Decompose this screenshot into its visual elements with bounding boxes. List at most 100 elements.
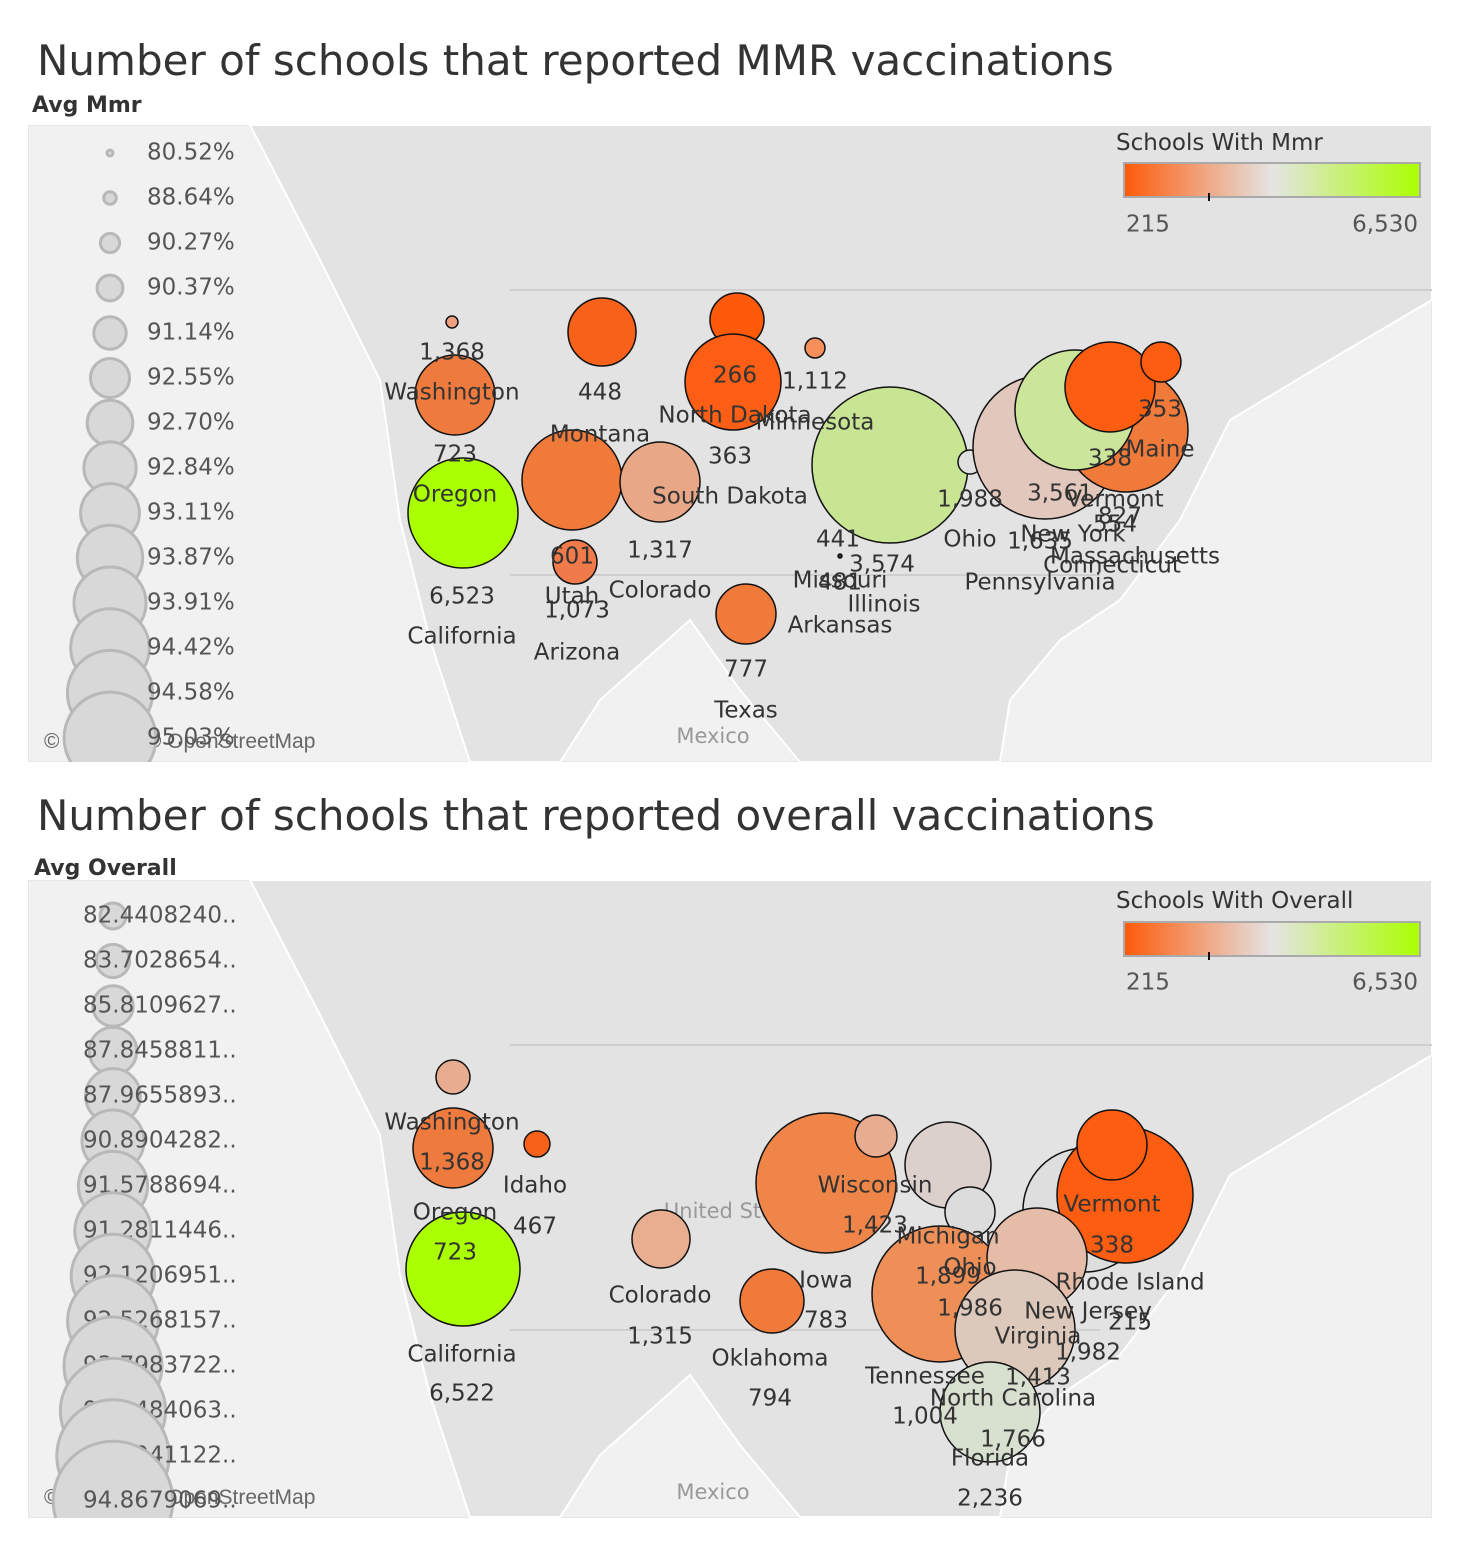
map-label: Florida <box>951 1446 1029 1472</box>
map-label: Missouri <box>793 568 888 594</box>
bubble <box>523 1130 551 1158</box>
color-legend-bar <box>1123 162 1421 198</box>
map-label: Iowa <box>799 1268 853 1294</box>
color-legend-max: 6,530 <box>1352 212 1418 238</box>
place-name: Mexico <box>676 724 749 748</box>
map-label: 554 <box>1093 512 1137 538</box>
color-legend-title: Schools With Overall <box>1116 888 1353 914</box>
map-label: New Jersey <box>1024 1299 1152 1325</box>
color-legend-title: Schools With Mmr <box>1116 130 1323 156</box>
map-label: 3,574 <box>849 552 915 578</box>
map-label: Idaho <box>503 1173 567 1199</box>
bubble <box>739 1268 805 1334</box>
map-label: 601 <box>550 544 594 570</box>
bubble <box>1076 1109 1148 1181</box>
size-legend-label: 87.8458811.. <box>83 1038 237 1064</box>
map-label: 266 <box>713 363 757 389</box>
map-label: 338 <box>1090 1233 1134 1259</box>
map-label: Tennessee <box>864 1364 985 1390</box>
map-label: 1,073 <box>544 598 610 624</box>
map-label: 1,986 <box>937 1296 1003 1322</box>
map-label: 1,899 <box>915 1264 981 1290</box>
map-label: North Dakota <box>658 403 811 429</box>
map-label: Connecticut <box>1043 553 1181 579</box>
map-label: 1,766 <box>980 1427 1046 1453</box>
bubble <box>412 1107 494 1189</box>
map-label: 338 <box>1088 446 1132 472</box>
map-label: 723 <box>433 442 477 468</box>
color-legend-max: 6,530 <box>1352 970 1418 996</box>
bubble <box>1064 341 1156 433</box>
map-label: 353 <box>1138 397 1182 423</box>
map-label: Colorado <box>609 578 712 604</box>
map-label: Minnesota <box>756 410 875 436</box>
size-legend-circle <box>51 1439 175 1518</box>
map-label: 1,004 <box>892 1404 958 1430</box>
size-legend-label: 92.70% <box>147 410 235 436</box>
map-label: Washington <box>384 380 519 406</box>
size-legend-label: 93.91% <box>147 590 235 616</box>
size-legend-label: 94.42% <box>147 635 235 661</box>
size-legend-circle <box>105 148 115 158</box>
map-label: 3,561 <box>1027 481 1093 507</box>
map-label: 6,522 <box>429 1381 495 1407</box>
bubble <box>435 1059 471 1095</box>
size-legend-label: 94.58% <box>147 680 235 706</box>
map-label: Wisconsin <box>818 1173 933 1199</box>
map-label: 215 <box>1108 1310 1152 1336</box>
map-label: Montana <box>550 422 650 448</box>
map-label: Pennsylvania <box>964 570 1115 596</box>
place-name: Mexico <box>676 1480 749 1504</box>
map-label: 1,635 <box>1007 529 1073 555</box>
map-label: 6,523 <box>429 584 495 610</box>
size-legend-label: 92.84% <box>147 455 235 481</box>
bubble <box>684 333 782 431</box>
size-legend-label: 88.64% <box>147 185 235 211</box>
size-legend-circle <box>95 273 125 303</box>
map-label: 363 <box>708 444 752 470</box>
bubble <box>445 315 459 329</box>
map-label: Oregon <box>413 1200 497 1226</box>
map-label: South Dakota <box>652 484 808 510</box>
map-label: Colorado <box>609 1283 712 1309</box>
size-legend-circle <box>92 315 128 351</box>
map-label: Virginia <box>995 1324 1082 1350</box>
map-label: 827 <box>1098 504 1142 530</box>
map-label: 723 <box>433 1240 477 1266</box>
bubble <box>407 457 519 569</box>
size-legend-label: 90.37% <box>147 275 235 301</box>
map-label: California <box>407 624 516 650</box>
panel-title: Number of schools that reported overall … <box>37 791 1155 840</box>
bubble <box>567 297 637 367</box>
map-label: 1,368 <box>419 340 485 366</box>
size-legend-label: 82.4408240.. <box>83 903 237 929</box>
bubble <box>619 441 701 523</box>
size-legend-label: 83.7028654.. <box>83 948 237 974</box>
map-label: Arkansas <box>788 613 893 639</box>
bubble <box>715 583 777 645</box>
map-label: 1,317 <box>627 538 693 564</box>
map-label: Texas <box>713 698 778 724</box>
map-label: Arizona <box>534 640 620 666</box>
color-legend-min: 215 <box>1126 212 1170 238</box>
map-label: California <box>407 1342 516 1368</box>
size-legend-label: 94.8679069.. <box>83 1488 237 1514</box>
size-legend-label: 93.87% <box>147 545 235 571</box>
bubble <box>854 1114 898 1158</box>
size-legend-circle <box>102 190 118 206</box>
bubble <box>405 1211 521 1327</box>
map-label: 1,315 <box>627 1324 693 1350</box>
map-label: 1,423 <box>842 1213 908 1239</box>
map-label: Oklahoma <box>711 1346 828 1372</box>
map-label: Washington <box>384 1110 519 1136</box>
map-label: 1,368 <box>419 1150 485 1176</box>
map-label: 1,988 <box>937 487 1003 513</box>
size-legend-circle <box>94 942 132 980</box>
size-legend-label: 85.8109627.. <box>83 993 237 1019</box>
size-legend-title: Avg Mmr <box>32 93 142 118</box>
map-label: 777 <box>724 657 768 683</box>
map-label: 448 <box>578 380 622 406</box>
size-legend-circle <box>98 901 128 931</box>
size-legend-label: 87.9655893.. <box>83 1083 237 1109</box>
